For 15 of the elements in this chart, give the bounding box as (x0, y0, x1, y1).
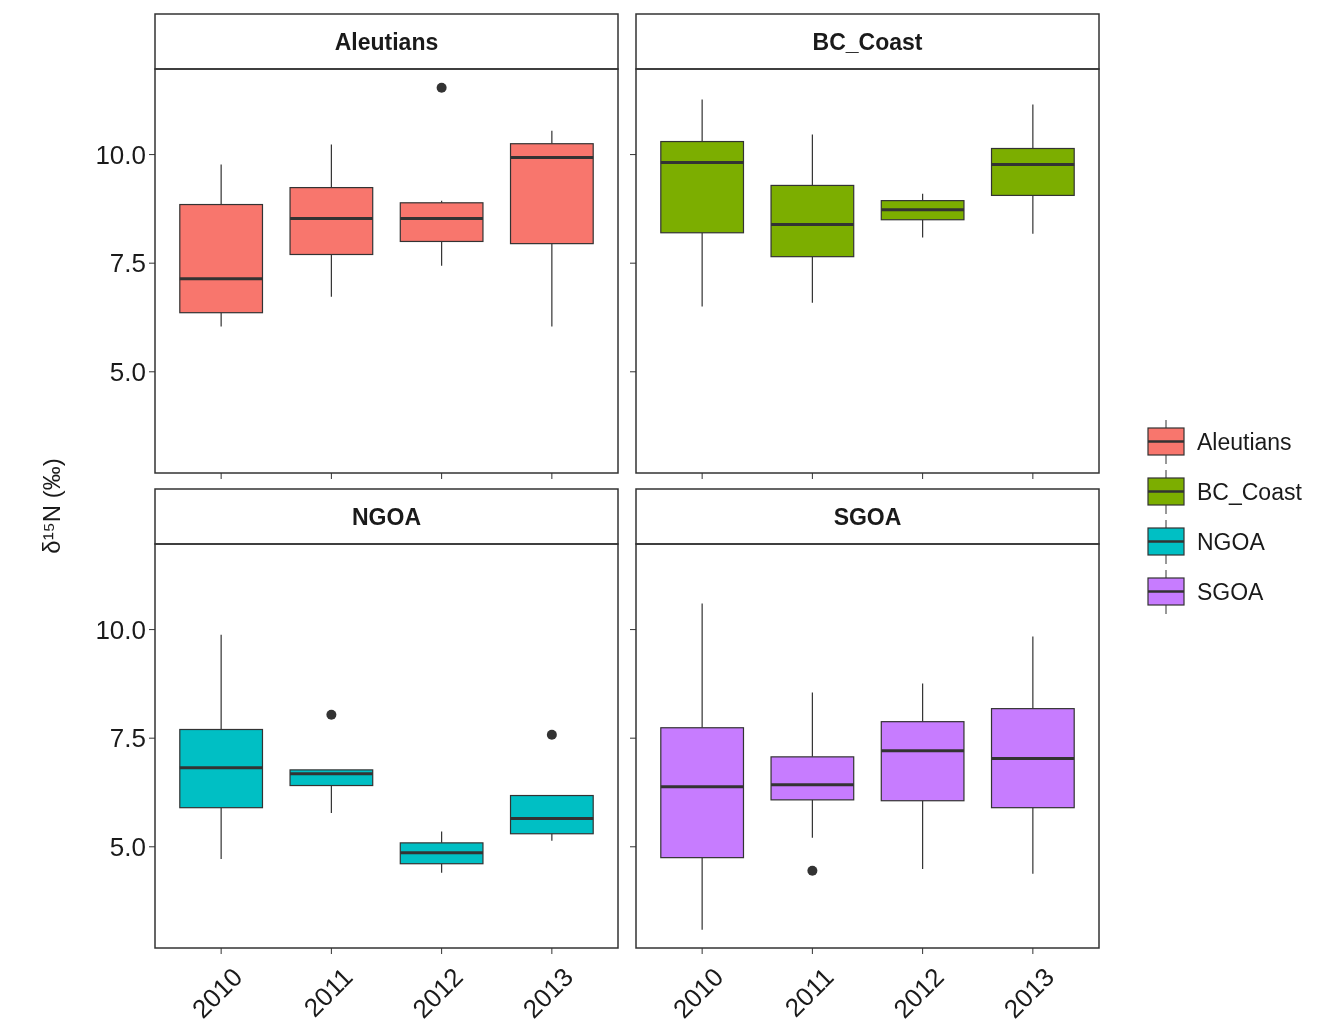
chart-title: NGOA (352, 503, 421, 530)
legend-label: Aleutians (1197, 429, 1292, 455)
chart-title: Aleutians (334, 28, 439, 55)
y-tick-label: 5.0 (109, 356, 146, 387)
chart-title: SGOA (833, 503, 902, 530)
chart-title: BC_Coast (812, 28, 923, 55)
legend-label: NGOA (1197, 529, 1266, 555)
y-axis-title: δ¹⁵N (‰) (38, 458, 65, 554)
y-tick-label: 7.5 (109, 723, 146, 754)
legend-label: BC_Coast (1197, 479, 1303, 505)
y-tick-label: 10.0 (95, 139, 146, 170)
legend-label: SGOA (1197, 579, 1265, 605)
y-tick-label: 10.0 (95, 614, 146, 645)
y-tick-label: 5.0 (109, 831, 146, 862)
y-tick-label: 7.5 (109, 248, 146, 279)
